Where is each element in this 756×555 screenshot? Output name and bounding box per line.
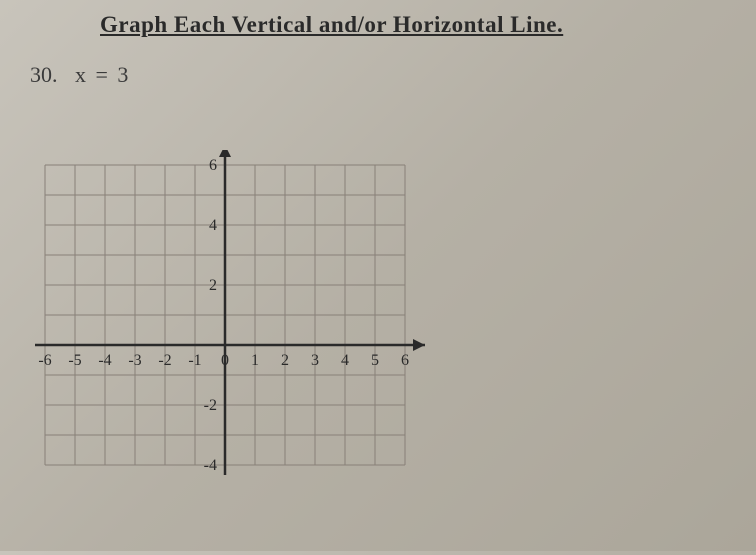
svg-text:1: 1 (251, 352, 259, 369)
problem-number: 30. (30, 62, 58, 88)
svg-text:-2: -2 (158, 352, 171, 369)
svg-text:2: 2 (209, 277, 217, 294)
graph-svg: -6 -5 -4 -3 -2 -1 0 1 2 3 4 5 6 6 4 2 -2 -4 (30, 150, 450, 550)
svg-text:5: 5 (371, 352, 379, 369)
svg-text:-3: -3 (128, 352, 141, 369)
worksheet-title: Graph Each Vertical and/or Horizontal Li… (100, 12, 563, 38)
svg-text:6: 6 (209, 157, 217, 174)
svg-text:-4: -4 (204, 457, 217, 474)
svg-text:6: 6 (401, 352, 409, 369)
svg-text:-6: -6 (38, 352, 51, 369)
svg-text:0: 0 (221, 352, 229, 369)
svg-text:-5: -5 (68, 352, 81, 369)
svg-text:4: 4 (209, 217, 217, 234)
svg-text:3: 3 (311, 352, 319, 369)
svg-text:2: 2 (281, 352, 289, 369)
svg-text:-1: -1 (188, 352, 201, 369)
problem-equation: x = 3 (75, 62, 130, 88)
svg-text:-4: -4 (98, 352, 111, 369)
coordinate-plane: -6 -5 -4 -3 -2 -1 0 1 2 3 4 5 6 6 4 2 -2 -4 (30, 150, 450, 550)
svg-text:-2: -2 (204, 397, 217, 414)
svg-text:4: 4 (341, 352, 349, 369)
